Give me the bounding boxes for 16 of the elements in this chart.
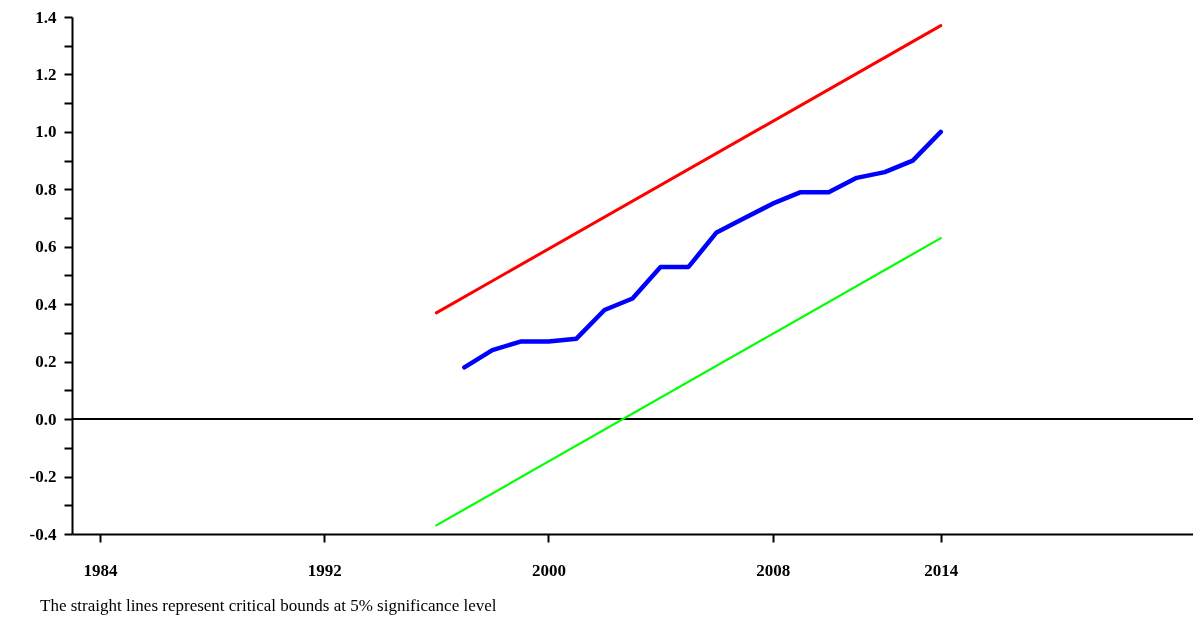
x-tick-label: 2008 xyxy=(756,560,791,580)
y-tick-label: 0.4 xyxy=(35,294,57,314)
y-tick-label: 0.6 xyxy=(35,237,57,257)
text: The straight lines represent critical bounds at 5% significance level xyxy=(40,596,497,615)
y-tick-label: 1.0 xyxy=(35,122,57,142)
y-tick-label: 1.2 xyxy=(35,64,57,84)
y-tick-label: 0.0 xyxy=(35,409,57,429)
y-tick-label: 1.4 xyxy=(35,7,57,27)
x-tick-label: 1984 xyxy=(83,560,119,580)
y-tick-label: -0.2 xyxy=(29,467,57,487)
y-tick-label: 0.2 xyxy=(35,352,57,372)
x-tick-label: 1992 xyxy=(307,560,342,580)
y-tick-label: 0.8 xyxy=(35,179,57,199)
y-tick-label: -0.4 xyxy=(29,524,57,544)
x-tick-label: 2000 xyxy=(531,560,566,580)
x-tick-label: 2014 xyxy=(924,560,959,580)
